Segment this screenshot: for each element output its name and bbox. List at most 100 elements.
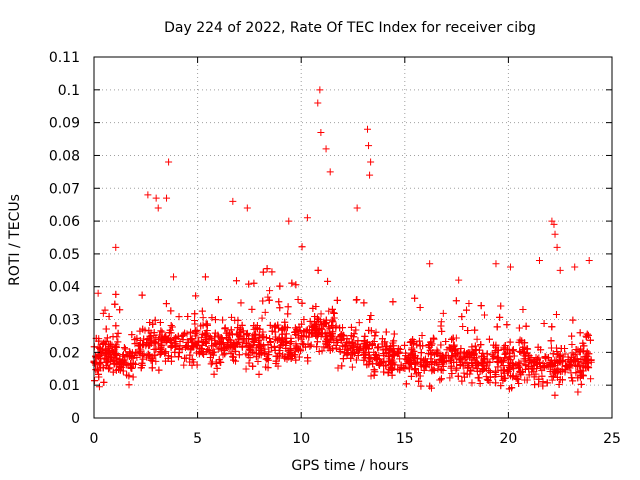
data-point <box>349 342 357 350</box>
data-point <box>315 316 323 324</box>
data-point <box>216 338 224 346</box>
data-point <box>204 335 212 343</box>
data-point <box>144 350 152 358</box>
data-point <box>138 359 146 367</box>
data-point <box>370 348 378 356</box>
data-point <box>244 351 252 359</box>
data-point <box>571 356 579 364</box>
data-point <box>99 309 107 317</box>
data-point <box>240 335 248 343</box>
data-point <box>157 327 165 335</box>
data-point <box>316 86 324 94</box>
data-point <box>446 374 454 382</box>
data-point <box>191 310 199 318</box>
data-point <box>396 366 404 374</box>
data-point <box>519 343 527 351</box>
data-point <box>114 329 122 337</box>
data-point <box>121 358 129 366</box>
data-point <box>330 309 338 317</box>
data-point <box>492 379 500 387</box>
data-point <box>120 344 128 352</box>
data-point <box>217 359 225 367</box>
data-point <box>152 334 160 342</box>
data-point <box>525 371 533 379</box>
data-point <box>243 329 251 337</box>
data-point <box>167 329 175 337</box>
data-point <box>585 364 593 372</box>
data-point <box>364 125 372 133</box>
data-point <box>352 356 360 364</box>
data-point <box>165 158 173 166</box>
data-point <box>379 346 387 354</box>
data-point <box>339 355 347 363</box>
data-point <box>583 330 591 338</box>
data-point <box>447 356 455 364</box>
data-point <box>494 358 502 366</box>
data-point <box>584 331 592 339</box>
data-point <box>256 325 264 333</box>
data-point <box>551 391 559 399</box>
data-point <box>239 327 247 335</box>
data-point <box>314 266 322 274</box>
data-point <box>424 350 432 358</box>
data-point <box>406 352 414 360</box>
data-point <box>456 361 464 369</box>
data-point <box>407 361 415 369</box>
data-point <box>292 342 300 350</box>
data-point <box>436 356 444 364</box>
data-point <box>216 358 224 366</box>
data-point <box>295 353 303 361</box>
data-point <box>275 298 283 306</box>
data-point <box>468 355 476 363</box>
data-point <box>551 230 559 238</box>
data-point <box>294 296 302 304</box>
data-point <box>568 332 576 340</box>
data-point <box>243 331 251 339</box>
data-point <box>203 320 211 328</box>
data-point <box>553 373 561 381</box>
data-point <box>181 329 189 337</box>
data-point <box>549 350 557 358</box>
data-point <box>287 338 295 346</box>
data-point <box>100 378 108 386</box>
data-point <box>147 339 155 347</box>
data-point <box>297 335 305 343</box>
data-point <box>417 349 425 357</box>
data-point <box>442 338 450 346</box>
data-point <box>541 361 549 369</box>
data-point <box>164 352 172 360</box>
data-point <box>426 260 434 268</box>
data-point <box>463 306 471 314</box>
data-point <box>411 294 419 302</box>
data-point <box>95 383 103 391</box>
data-point <box>382 328 390 336</box>
data-point <box>471 342 479 350</box>
data-point <box>348 363 356 371</box>
data-point <box>317 310 325 318</box>
data-point <box>418 331 426 339</box>
data-point <box>250 349 258 357</box>
x-tick-label: 20 <box>499 431 517 447</box>
data-point <box>304 354 312 362</box>
data-point <box>235 339 243 347</box>
data-point <box>558 365 566 373</box>
data-point <box>371 332 379 340</box>
data-point <box>550 368 558 376</box>
data-point <box>561 361 569 369</box>
data-point <box>561 345 569 353</box>
data-point <box>448 335 456 343</box>
data-point <box>461 373 469 381</box>
data-point <box>154 204 162 212</box>
data-point <box>448 369 456 377</box>
data-point <box>282 344 290 352</box>
data-point <box>425 343 433 351</box>
data-point <box>156 350 164 358</box>
data-point <box>504 358 512 366</box>
data-point <box>139 325 147 333</box>
data-point <box>232 277 240 285</box>
data-point <box>210 333 218 341</box>
data-point <box>303 214 311 222</box>
data-point <box>360 336 368 344</box>
data-point <box>506 263 514 271</box>
data-point <box>148 364 156 372</box>
